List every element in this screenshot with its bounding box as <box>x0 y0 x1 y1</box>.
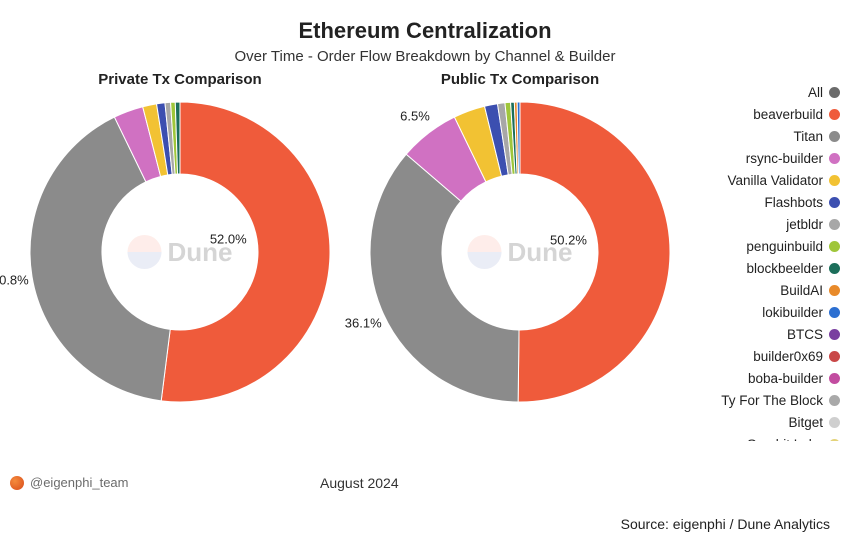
legend-label: Ty For The Block <box>721 393 823 408</box>
legend-item[interactable]: jetbldr <box>708 213 840 235</box>
chart-subtitle: Over Time - Order Flow Breakdown by Chan… <box>0 48 850 65</box>
legend-swatch-icon <box>829 307 840 318</box>
legend-item[interactable]: All <box>708 81 840 103</box>
charts-container: Private Tx Comparison Dune 52.0%40.8% Pu… <box>0 71 850 441</box>
footer-row: @eigenphi_team August 2024 <box>10 475 710 490</box>
legend-item[interactable]: BuildAI <box>708 279 840 301</box>
legend-label: jetbldr <box>786 217 823 232</box>
legend-swatch-icon <box>829 439 840 442</box>
legend-swatch-icon <box>829 351 840 362</box>
legend-swatch-icon <box>829 219 840 230</box>
legend-swatch-icon <box>829 329 840 340</box>
legend-item[interactable]: boba-builder <box>708 367 840 389</box>
legend-item[interactable]: Flashbots <box>708 191 840 213</box>
legend-swatch-icon <box>829 197 840 208</box>
chart-private-title: Private Tx Comparison <box>98 71 261 88</box>
slice-value-label: 50.2% <box>550 232 587 247</box>
author-handle: @eigenphi_team <box>10 475 128 490</box>
legend-label: Titan <box>793 129 823 144</box>
author-avatar-icon <box>10 476 24 490</box>
legend-item[interactable]: rsync-builder <box>708 147 840 169</box>
legend-swatch-icon <box>829 285 840 296</box>
legend-label: boba-builder <box>748 371 823 386</box>
legend-swatch-icon <box>829 373 840 384</box>
legend-swatch-icon <box>829 175 840 186</box>
slice-value-label: 52.0% <box>210 231 247 246</box>
legend-item[interactable]: beaverbuild <box>708 103 840 125</box>
legend-label: All <box>808 85 823 100</box>
legend-label: lokibuilder <box>762 305 823 320</box>
donut-private: Dune 52.0%40.8% <box>20 92 340 412</box>
legend-item[interactable]: penguinbuild <box>708 235 840 257</box>
legend-swatch-icon <box>829 417 840 428</box>
author-handle-text: @eigenphi_team <box>30 475 128 490</box>
legend-label: rsync-builder <box>746 151 823 166</box>
legend-label: builder0x69 <box>753 349 823 364</box>
donut-public: Dune 50.2%36.1%6.5% <box>360 92 680 412</box>
legend-label: BuildAI <box>780 283 823 298</box>
legend-swatch-icon <box>829 263 840 274</box>
legend-label: beaverbuild <box>753 107 823 122</box>
chart-private: Private Tx Comparison Dune 52.0%40.8% <box>10 71 350 412</box>
donut-svg <box>360 92 680 412</box>
legend-item[interactable]: Bitget <box>708 411 840 433</box>
legend-item[interactable]: BTCS <box>708 323 840 345</box>
legend-label: Flashbots <box>764 195 823 210</box>
legend-label: Gambit Labs <box>746 437 823 442</box>
slice-value-label: 6.5% <box>400 108 430 123</box>
legend-swatch-icon <box>829 241 840 252</box>
legend-label: blockbeelder <box>746 261 823 276</box>
slice-value-label: 36.1% <box>345 315 382 330</box>
legend-item[interactable]: Gambit Labs <box>708 433 840 441</box>
legend-label: Vanilla Validator <box>727 173 823 188</box>
legend-item[interactable]: blockbeelder <box>708 257 840 279</box>
donut-slice[interactable] <box>518 102 670 402</box>
legend-item[interactable]: lokibuilder <box>708 301 840 323</box>
legend-label: penguinbuild <box>746 239 823 254</box>
legend-swatch-icon <box>829 87 840 98</box>
source-attribution: Source: eigenphi / Dune Analytics <box>621 516 830 532</box>
x-axis-label: August 2024 <box>320 475 399 491</box>
donut-slice[interactable] <box>161 102 330 402</box>
legend-swatch-icon <box>829 109 840 120</box>
legend-swatch-icon <box>829 395 840 406</box>
slice-value-label: 40.8% <box>0 272 29 287</box>
legend-swatch-icon <box>829 153 840 164</box>
donut-slice[interactable] <box>370 154 519 402</box>
legend-label: Bitget <box>788 415 823 430</box>
chart-public-title: Public Tx Comparison <box>441 71 599 88</box>
legend-item[interactable]: Vanilla Validator <box>708 169 840 191</box>
chart-public: Public Tx Comparison Dune 50.2%36.1%6.5% <box>350 71 690 412</box>
chart-main-title: Ethereum Centralization <box>0 0 850 44</box>
donut-svg <box>20 92 340 412</box>
legend-item[interactable]: builder0x69 <box>708 345 840 367</box>
legend-item[interactable]: Ty For The Block <box>708 389 840 411</box>
legend: All beaverbuild Titan rsync-builder Vanilla … <box>690 71 840 441</box>
legend-swatch-icon <box>829 131 840 142</box>
legend-item[interactable]: Titan <box>708 125 840 147</box>
legend-label: BTCS <box>787 327 823 342</box>
